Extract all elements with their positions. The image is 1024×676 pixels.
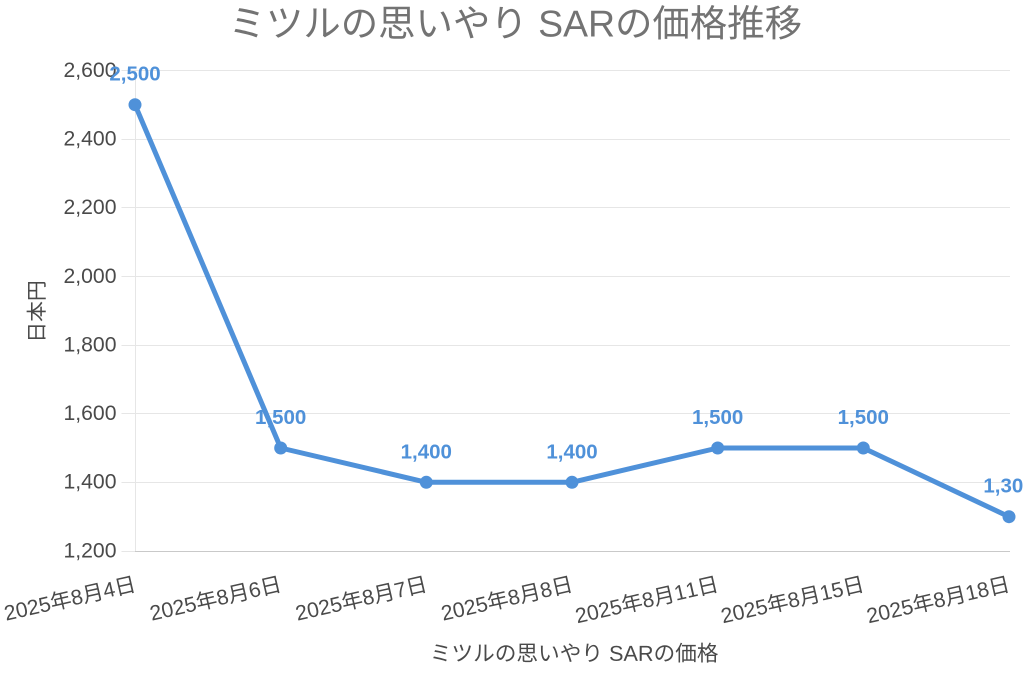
svg-text:2,400: 2,400 [63,128,116,151]
svg-text:2,500: 2,500 [109,63,160,86]
svg-text:1,500: 1,500 [255,406,306,429]
svg-text:1,300: 1,300 [983,475,1024,498]
svg-text:1,500: 1,500 [838,406,889,429]
svg-text:1,400: 1,400 [546,440,597,463]
svg-text:1,500: 1,500 [692,406,743,429]
svg-text:2,200: 2,200 [63,196,116,219]
svg-text:1,800: 1,800 [63,333,116,356]
svg-text:1,200: 1,200 [63,539,116,562]
svg-text:1,600: 1,600 [63,402,116,425]
svg-text:1,400: 1,400 [401,440,452,463]
svg-text:2,000: 2,000 [63,265,116,288]
svg-text:2,600: 2,600 [63,59,116,82]
svg-text:1,400: 1,400 [63,471,116,494]
